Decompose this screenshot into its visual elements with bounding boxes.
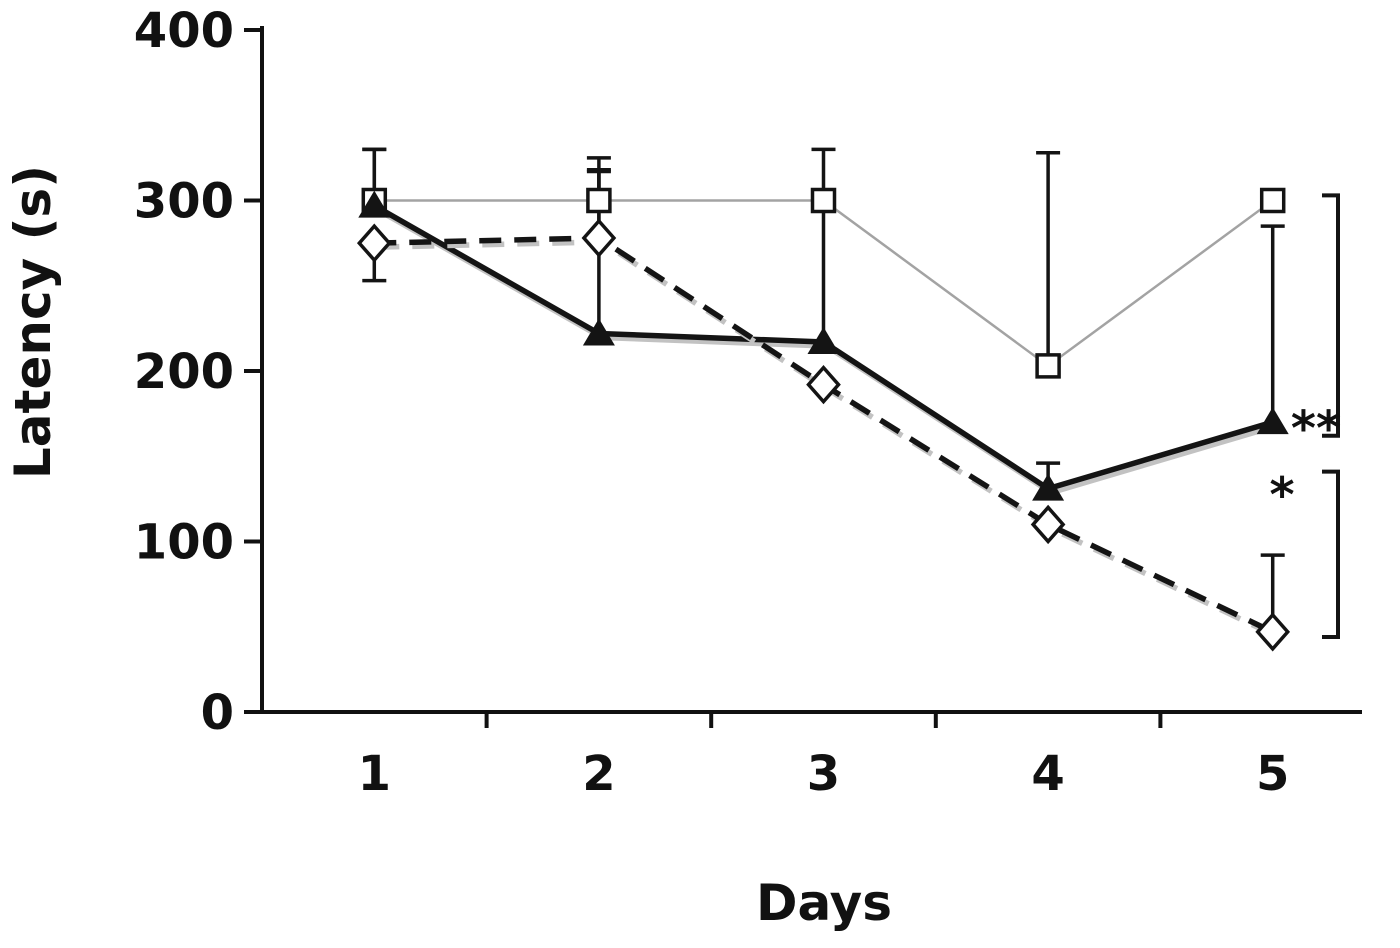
- y-tick-label: 400: [134, 3, 234, 59]
- series-markers-1: [358, 190, 1289, 501]
- x-axis-title: Days: [755, 874, 893, 932]
- triangle-marker: [807, 327, 840, 355]
- y-tick-label: 100: [134, 515, 234, 571]
- y-tick-label: 0: [201, 685, 234, 741]
- square-marker: [1259, 187, 1286, 214]
- triangle-marker: [1256, 407, 1289, 435]
- triangle-marker: [1032, 473, 1065, 501]
- triangle-marker: [358, 190, 391, 218]
- y-axis-title: Latency (s): [4, 164, 62, 480]
- x-tick-label: 5: [1256, 746, 1289, 802]
- x-tick-label: 1: [358, 746, 391, 802]
- x-tick-label: 2: [582, 746, 615, 802]
- axes: 0 100 200 300 400 1 2 3 4 5: [134, 3, 1362, 802]
- series-line-shadow: [377, 239, 1277, 639]
- x-tick-label: 3: [807, 746, 840, 802]
- x-tick-label: 4: [1031, 746, 1064, 802]
- diamond-marker: [1255, 612, 1291, 652]
- triangle-marker: [582, 318, 615, 346]
- significance-bracket: **: [1291, 193, 1341, 457]
- diamond-marker: [356, 223, 392, 263]
- y-tick-label: 200: [134, 344, 234, 400]
- diamond-marker: [1030, 504, 1066, 545]
- diamond-marker: [806, 364, 841, 405]
- significance-bracket: *: [1269, 467, 1340, 639]
- significance-label: *: [1269, 467, 1294, 523]
- diamond-marker: [581, 218, 617, 258]
- square-marker: [586, 187, 612, 214]
- significance-label: **: [1291, 401, 1341, 457]
- y-tick-label: 300: [134, 174, 234, 230]
- square-marker: [1035, 353, 1061, 379]
- series-markers-2: [356, 218, 1291, 652]
- square-marker: [810, 187, 837, 214]
